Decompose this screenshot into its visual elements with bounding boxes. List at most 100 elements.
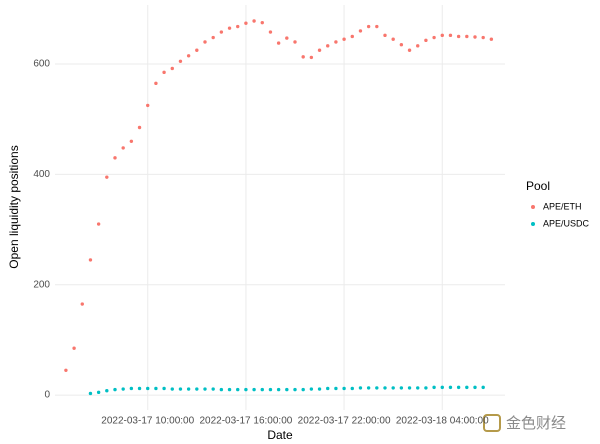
series: [88, 385, 485, 396]
point: [309, 55, 314, 60]
y-tick-label: 0: [44, 390, 50, 401]
point: [178, 59, 183, 63]
point: [137, 386, 142, 391]
point: [195, 387, 199, 391]
point: [227, 26, 232, 30]
point: [481, 385, 485, 390]
point: [268, 387, 273, 392]
legend-marker: [531, 205, 535, 209]
point: [456, 34, 461, 39]
point: [473, 385, 477, 390]
point: [146, 386, 150, 391]
series: [64, 19, 494, 372]
point: [113, 387, 117, 392]
point: [186, 54, 191, 58]
point: [301, 55, 305, 59]
y-axis-title: Open liquidity positions: [7, 145, 21, 268]
point: [146, 103, 150, 108]
point: [448, 385, 453, 390]
point: [170, 66, 174, 71]
point: [252, 387, 256, 392]
point: [309, 387, 314, 391]
point: [285, 36, 289, 40]
point: [326, 44, 330, 48]
y-tick-label: 200: [33, 279, 50, 290]
point: [342, 386, 346, 391]
point: [391, 386, 395, 390]
point: [252, 19, 256, 23]
point: [260, 387, 264, 392]
point: [326, 386, 330, 391]
point: [350, 34, 354, 39]
point: [465, 385, 469, 390]
point: [399, 43, 404, 47]
point: [276, 41, 281, 45]
point: [432, 35, 436, 40]
point: [465, 34, 469, 39]
point: [64, 368, 68, 372]
point: [195, 48, 199, 52]
point: [350, 386, 354, 391]
watermark-group: 金色财经: [483, 414, 566, 432]
point: [88, 258, 93, 262]
point: [473, 35, 477, 39]
x-tick-label: 2022-03-17 22:00:00: [298, 416, 391, 427]
point: [481, 35, 485, 40]
point: [244, 21, 248, 25]
point: [211, 35, 215, 40]
point: [424, 38, 428, 43]
x-axis-title: Date: [267, 428, 293, 442]
point: [72, 346, 76, 350]
point: [416, 386, 420, 390]
point: [121, 146, 125, 150]
point: [293, 387, 297, 392]
point: [399, 386, 404, 390]
point: [203, 40, 207, 44]
point: [219, 387, 224, 392]
point: [121, 387, 125, 391]
watermark-icon: [483, 414, 501, 432]
point: [96, 390, 101, 395]
point: [317, 387, 322, 391]
point: [162, 386, 166, 391]
point: [219, 30, 224, 34]
x-tick-label: 2022-03-18 04:00:00: [396, 416, 489, 427]
point: [178, 387, 183, 391]
point: [162, 70, 166, 75]
x-tick-label: 2022-03-17 10:00:00: [101, 416, 194, 427]
point: [407, 386, 412, 390]
point: [203, 387, 207, 391]
point: [105, 388, 109, 393]
legend-label: APE/USDC: [543, 218, 590, 228]
point: [276, 387, 281, 392]
point: [236, 387, 240, 392]
point: [244, 387, 248, 392]
legend-title: Pool: [526, 179, 550, 193]
y-tick-label: 400: [33, 169, 50, 180]
point: [366, 386, 371, 390]
point: [383, 33, 387, 38]
point: [334, 386, 338, 391]
y-tick-label: 600: [33, 59, 50, 70]
watermark: 金色财经: [506, 415, 566, 432]
point: [129, 386, 134, 391]
point: [129, 139, 134, 143]
legend-marker: [531, 222, 535, 226]
point: [440, 33, 444, 38]
point: [375, 386, 379, 390]
point: [236, 24, 240, 29]
point: [186, 387, 191, 391]
point: [366, 24, 371, 29]
point: [260, 20, 264, 25]
point: [456, 385, 461, 390]
x-tick-label: 2022-03-17 16:00:00: [199, 416, 292, 427]
point: [105, 175, 109, 179]
point: [268, 30, 273, 34]
point: [227, 387, 232, 392]
point: [391, 37, 395, 41]
point: [407, 48, 412, 52]
point: [113, 156, 117, 160]
point: [285, 387, 289, 392]
point: [416, 44, 420, 48]
point: [301, 387, 305, 392]
